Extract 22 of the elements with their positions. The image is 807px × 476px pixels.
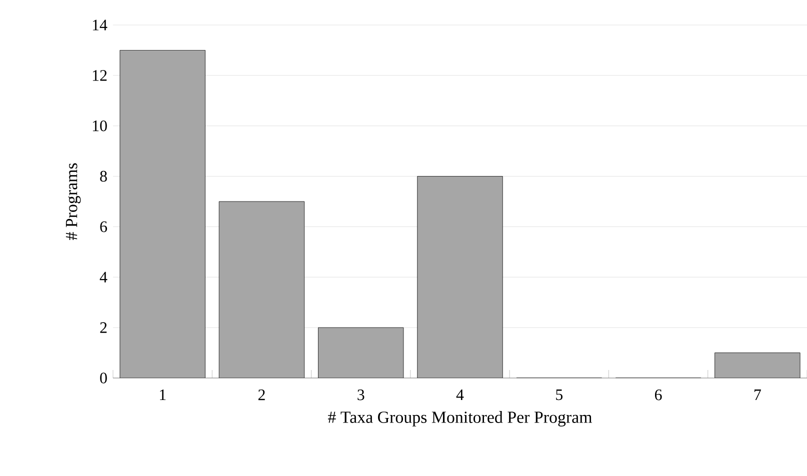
x-tick-label: 3 xyxy=(358,390,364,400)
bar xyxy=(714,352,800,378)
x-tick-label: 6 xyxy=(654,390,662,400)
y-tick-label: 2 xyxy=(100,322,107,333)
y-tick-label: 12 xyxy=(92,70,107,81)
x-tick-label: 7 xyxy=(754,390,761,400)
y-tick-label: 8 xyxy=(100,170,107,182)
x-tick-label: 5 xyxy=(556,390,562,400)
bar xyxy=(120,50,206,378)
x-tick-label: 4 xyxy=(456,390,464,400)
y-tick-label: 4 xyxy=(100,272,108,282)
y-tick-label: 10 xyxy=(92,120,107,132)
y-axis-title: # Programs xyxy=(66,163,81,240)
y-tick-label: 0 xyxy=(100,372,107,384)
x-tick-label: 2 xyxy=(258,390,265,400)
bar xyxy=(417,176,503,378)
x-axis-title: # Taxa Groups Monitored Per Program xyxy=(328,411,592,426)
bar xyxy=(318,327,404,378)
y-tick-label: 14 xyxy=(92,20,108,30)
bar xyxy=(218,201,305,378)
y-tick-label: 6 xyxy=(100,221,108,232)
x-tick-label: 1 xyxy=(160,390,166,400)
